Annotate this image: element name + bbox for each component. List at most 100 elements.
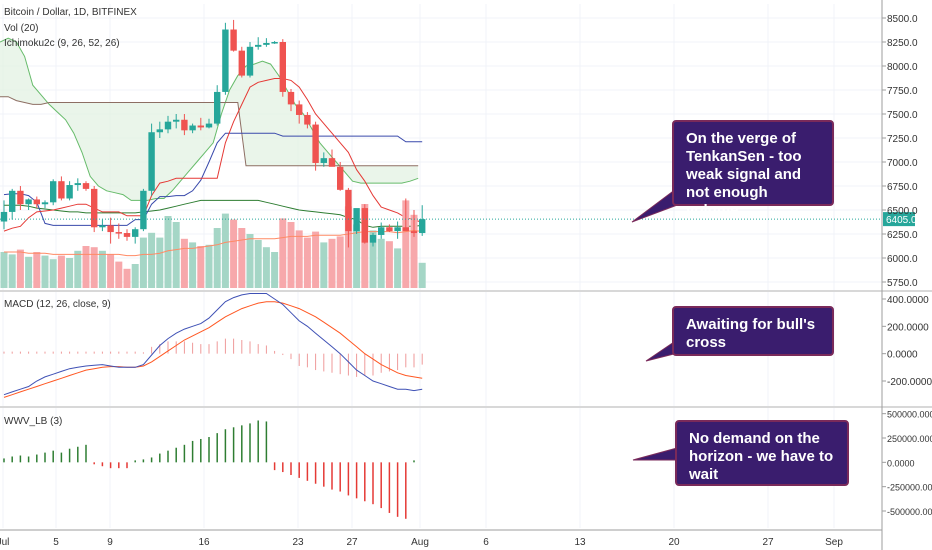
volume-bar — [139, 237, 147, 288]
volume-bar — [0, 252, 8, 288]
candle-body — [17, 190, 24, 205]
price-axis-label: 5750.0 — [887, 278, 918, 289]
volume-bar — [312, 231, 320, 288]
candle-body — [369, 234, 377, 243]
volume-bar — [148, 232, 156, 288]
candle-body — [140, 190, 147, 230]
wwv-axis-label: -500000.0000 — [887, 507, 932, 517]
wwv-axis-label: 500000.0000 — [887, 410, 932, 420]
x-axis-label: Sep — [825, 537, 843, 548]
candle-body — [33, 199, 40, 205]
candle-body — [345, 189, 352, 232]
candle-body — [378, 227, 385, 235]
candle-body — [238, 50, 245, 76]
candle-body — [82, 183, 90, 189]
volume-bar — [123, 268, 131, 288]
volume-bar — [353, 224, 361, 288]
candle-body — [296, 104, 303, 115]
macd-annotation-callout: Awaiting for bull's cross — [672, 306, 834, 356]
candle-body — [74, 183, 81, 186]
candle-body — [164, 121, 172, 130]
candle-body — [287, 91, 295, 105]
volume-bar — [385, 241, 393, 288]
last-price-tag — [883, 212, 915, 227]
volume-bar — [410, 214, 418, 288]
price-annotation-callout: On the verge of TenkanSen - too weak sig… — [672, 120, 834, 219]
volume-bar — [254, 240, 262, 288]
price-axis-label: 7250.0 — [887, 134, 918, 145]
candle-body — [50, 181, 57, 203]
macd-axis-label: 0.0000 — [887, 350, 918, 361]
candle-body — [312, 124, 319, 163]
price-axis-label: 8000.0 — [887, 62, 918, 73]
macd-axis-label: 400.0000 — [887, 295, 929, 306]
volume-bar — [377, 238, 385, 288]
candle-body — [402, 227, 409, 232]
volume-indicator-label: Vol (20) — [4, 23, 39, 34]
symbol-title: Bitcoin / Dollar, 1D, BITFINEX — [4, 7, 137, 18]
volume-bar — [262, 247, 270, 288]
volume-bar — [271, 252, 279, 288]
kijun-sen-line — [3, 132, 423, 226]
volume-bar — [164, 216, 172, 288]
senkou-span-a-line — [0, 37, 419, 201]
volume-bar — [221, 213, 229, 288]
candle-body — [115, 232, 122, 234]
volume-bar — [33, 252, 41, 288]
volume-bar — [369, 230, 377, 288]
candle-body — [41, 202, 49, 205]
volume-bar — [49, 259, 57, 288]
x-axis-label: 16 — [198, 537, 210, 548]
x-axis-label: 27 — [762, 537, 774, 548]
candle-body — [99, 225, 106, 228]
volume-bar — [320, 242, 328, 288]
volume-bar — [82, 246, 90, 288]
candle-body — [156, 129, 163, 133]
volume-bar — [16, 249, 24, 288]
candle-body — [255, 44, 262, 47]
x-axis-label: 27 — [346, 537, 358, 548]
volume-bar — [172, 222, 180, 288]
candle-body — [337, 166, 344, 190]
price-axis-label: 6250.0 — [887, 230, 918, 241]
volume-bar — [180, 238, 188, 288]
candle-body — [328, 158, 336, 167]
macd-signal-line — [3, 301, 423, 398]
candle-body — [222, 29, 229, 92]
candle-body — [91, 188, 98, 228]
candle-body — [173, 119, 180, 122]
candle-body — [410, 231, 418, 234]
volume-bar — [361, 204, 369, 288]
candle-body — [419, 219, 426, 234]
wwv-axis-label: -250000.0000 — [887, 483, 932, 493]
x-axis-label: 20 — [668, 537, 680, 548]
macd-axis-label: -200.0000 — [887, 377, 932, 388]
volume-bar — [25, 256, 33, 288]
candle-body — [123, 233, 131, 237]
candle-body — [181, 119, 188, 131]
volume-bar — [98, 250, 106, 288]
candle-body — [0, 211, 8, 222]
volume-bar — [246, 234, 254, 288]
candle-body — [205, 123, 213, 128]
candle-body — [66, 185, 73, 199]
volume-bar — [41, 255, 49, 288]
volume-bar — [295, 230, 303, 288]
candle-body — [189, 125, 196, 131]
volume-bar — [279, 218, 287, 288]
volume-bar — [213, 228, 221, 288]
volume-bar — [402, 200, 410, 288]
candle-body — [386, 227, 393, 232]
volume-bar — [90, 247, 98, 288]
wwv-axis-label: 250000.0000 — [887, 434, 932, 444]
candle-body — [197, 125, 204, 128]
candle-body — [9, 190, 16, 212]
volume-bar — [303, 237, 311, 288]
macd-line — [3, 293, 423, 396]
volume-bar — [189, 242, 197, 288]
candle-body — [304, 114, 311, 125]
volume-bar — [205, 244, 213, 288]
x-axis-label: 9 — [107, 537, 113, 548]
x-axis-label: 13 — [574, 537, 586, 548]
candle-body — [230, 29, 237, 51]
